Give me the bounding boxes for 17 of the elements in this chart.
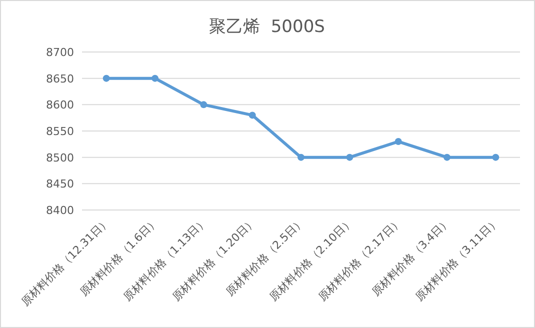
point <box>444 154 450 161</box>
point <box>346 154 354 161</box>
chart-title: 聚乙烯 5000S <box>209 17 325 37</box>
y-tick-label: 8450 <box>46 178 74 191</box>
point <box>102 74 110 82</box>
y-tick-label: 8600 <box>46 98 74 112</box>
point <box>152 74 158 82</box>
y-tick-label: 8500 <box>46 151 74 164</box>
point <box>492 154 500 161</box>
y-tick-label: 8550 <box>46 125 74 138</box>
y-tick-label: 8400 <box>46 204 74 217</box>
point <box>298 154 304 161</box>
y-tick-label: 8700 <box>46 46 74 59</box>
point <box>394 138 402 146</box>
y-tick-label: 8650 <box>46 72 74 86</box>
point <box>248 112 256 119</box>
point <box>200 101 208 108</box>
